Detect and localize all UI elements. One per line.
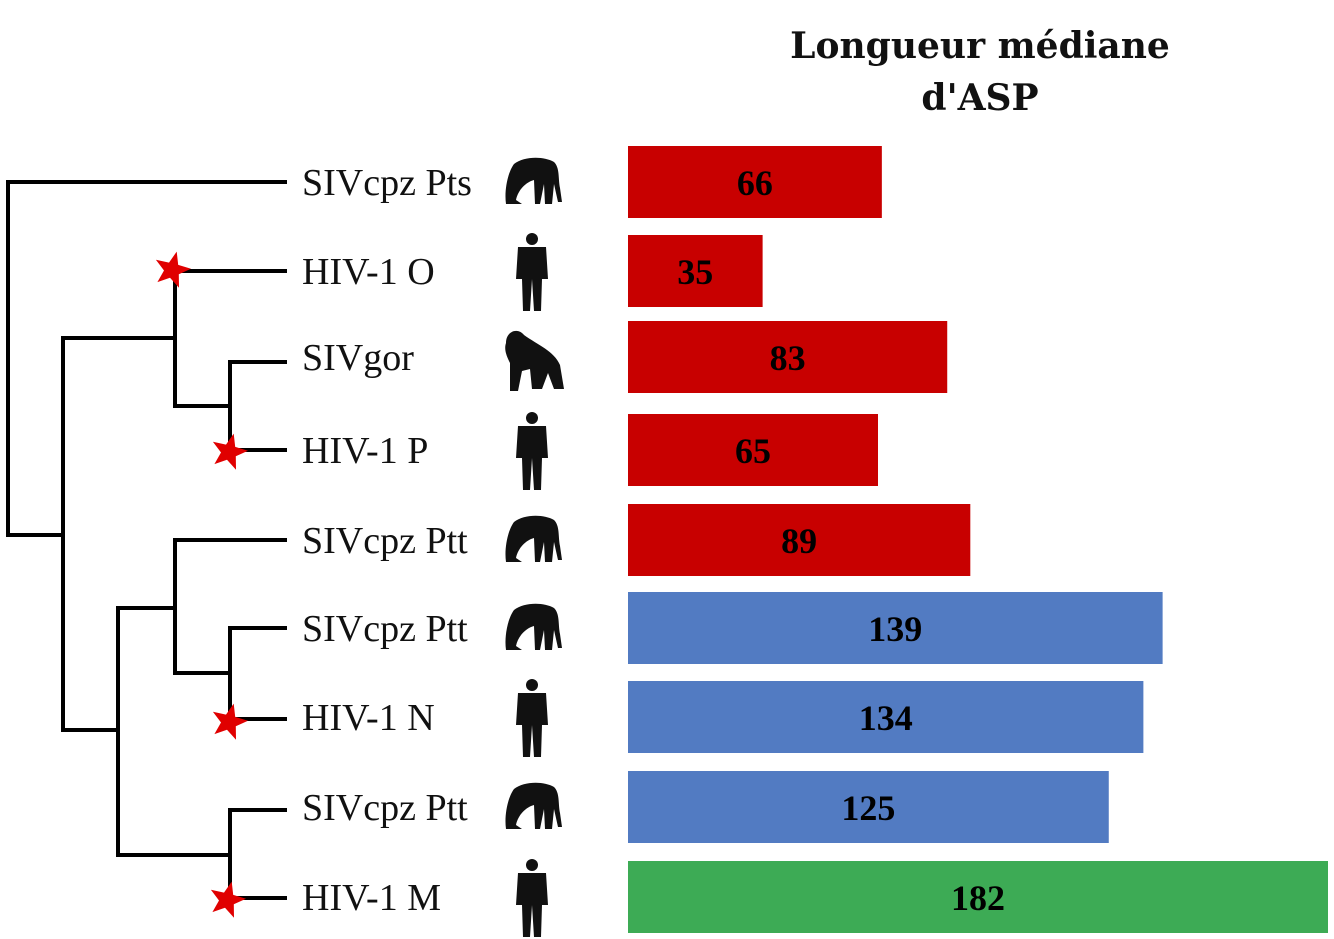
host-icons	[505, 157, 564, 937]
star-icon	[212, 703, 248, 740]
bar	[628, 146, 882, 218]
star-icon	[210, 881, 246, 918]
leaf-label: SIVgor	[302, 337, 414, 379]
bar-group: 139	[628, 592, 1163, 664]
chimpanzee-icon	[505, 515, 562, 562]
human-icon	[516, 859, 548, 937]
bar-group: 89	[628, 504, 971, 576]
bar-value-label: 66	[737, 163, 773, 203]
bar-value-label: 65	[735, 431, 771, 471]
bar-value-label: 182	[951, 878, 1005, 918]
bar-group: 35	[628, 235, 763, 307]
leaf-labels: SIVcpz Pts HIV-1 O SIVgor HIV-1 P SIVcpz Ptt…	[302, 162, 472, 919]
bars: 66 35 83 65 89 139 134 125 182	[628, 146, 1328, 933]
human-icon	[516, 412, 548, 490]
chimpanzee-icon	[505, 157, 562, 204]
chimpanzee-icon	[505, 782, 562, 829]
chart-title-line-1: Longueur médiane	[790, 25, 1170, 67]
human-icon	[516, 679, 548, 757]
bar	[628, 592, 1163, 664]
bar-value-label: 35	[677, 252, 713, 292]
leaf-label: SIVcpz Ptt	[302, 608, 468, 650]
star-icon	[155, 251, 191, 288]
leaf-label: HIV-1 O	[302, 251, 435, 293]
bar	[628, 235, 763, 307]
human-icon	[516, 233, 548, 311]
phylogenetic-tree	[6, 180, 287, 900]
bar-group: 134	[628, 681, 1144, 753]
leaf-label: HIV-1 N	[302, 697, 435, 739]
gorilla-icon	[505, 330, 564, 391]
leaf-label: SIVcpz Pts	[302, 162, 472, 204]
bar-group: 65	[628, 414, 878, 486]
leaf-label: HIV-1 M	[302, 877, 441, 919]
chart-title: Longueur médiane d'ASP	[760, 20, 1200, 124]
bar-group: 66	[628, 146, 882, 218]
bar-group: 83	[628, 321, 948, 393]
bar	[628, 414, 878, 486]
leaf-label: SIVcpz Ptt	[302, 787, 468, 829]
bar-value-label: 134	[859, 698, 913, 738]
chart-title-line-2: d'ASP	[921, 77, 1039, 119]
bar	[628, 504, 971, 576]
transmission-stars	[155, 251, 248, 918]
leaf-label: HIV-1 P	[302, 430, 428, 472]
star-icon	[212, 433, 248, 470]
bar-value-label: 125	[841, 788, 895, 828]
bar	[628, 771, 1109, 843]
bar-value-label: 83	[770, 338, 806, 378]
bar-value-label: 89	[781, 521, 817, 561]
bar-group: 182	[628, 861, 1328, 933]
bar-value-label: 139	[868, 609, 922, 649]
bar-group: 125	[628, 771, 1109, 843]
bar	[628, 861, 1328, 933]
bar	[628, 681, 1144, 753]
bar	[628, 321, 948, 393]
leaf-label: SIVcpz Ptt	[302, 520, 468, 562]
chimpanzee-icon	[505, 603, 562, 650]
